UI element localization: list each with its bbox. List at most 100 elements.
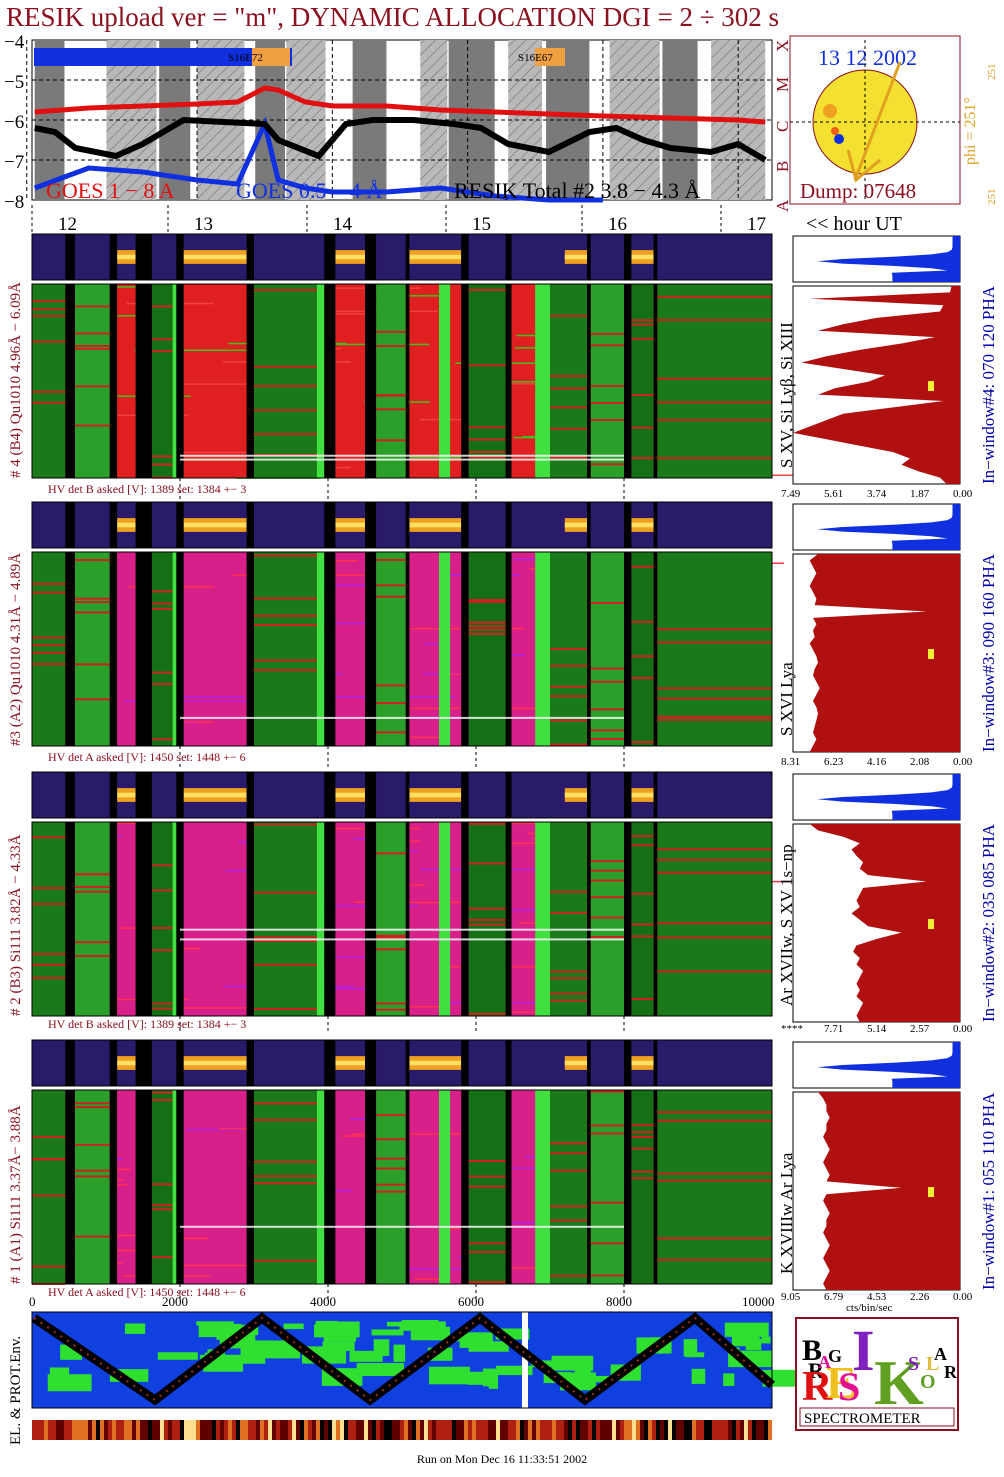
data-gap-column: [505, 772, 512, 818]
y-tick-label: −6: [4, 112, 24, 133]
data-gap-column: [587, 822, 591, 1016]
data-gap-column: [365, 1090, 377, 1284]
strip-frame: [31, 233, 773, 281]
spectrogram-streak: [468, 1185, 506, 1188]
spectrogram-streak: [468, 1281, 506, 1284]
data-gap-column: [624, 284, 632, 478]
logo-letter: E: [826, 1357, 857, 1408]
spectrogram-streak: [32, 591, 66, 594]
data-gap-column: [405, 234, 410, 280]
detector-panel: [31, 1039, 961, 1302]
rate-strip-cell: [360, 1420, 364, 1440]
rate-strip-cell: [372, 1420, 376, 1440]
spectrum-tick-label: 4.53: [867, 1291, 887, 1303]
detector-label: # 1 (A1) Si111 3.37Å− 3.88Å: [8, 1105, 24, 1284]
data-gap-column: [65, 772, 75, 818]
rate-strip-cell: [292, 1420, 296, 1440]
rate-strip-cell: [304, 1420, 308, 1440]
spectrum-tick-label: 6.23: [824, 756, 844, 768]
spectrogram-streak: [550, 1169, 587, 1172]
spectrogram-streak: [32, 308, 66, 311]
data-gap-column: [624, 552, 632, 746]
spectrogram-green-column: [657, 822, 772, 1016]
rate-strip-cell: [548, 1420, 552, 1440]
data-gap-column: [135, 552, 152, 746]
particle-flux-region: [349, 1350, 383, 1362]
spectrogram-texture: [379, 456, 475, 459]
spectrogram-streak: [151, 338, 177, 341]
spectrogram-streak: [550, 685, 587, 688]
data-gap-column: [653, 284, 658, 478]
x-axis-unit-label: << hour UT: [806, 213, 902, 235]
spectrogram-texture: [403, 1006, 443, 1008]
data-gap-column: [624, 822, 632, 1016]
detector-label: # 4 (B4) Qu1010 4.96Å − 6.09Å: [8, 282, 24, 478]
in-window-label: In−window#4: 070 120 PHA: [979, 285, 998, 484]
spectrogram-streak: [74, 885, 110, 888]
spectrogram-streak: [631, 741, 654, 744]
spectrogram-streak: [376, 345, 406, 348]
spectrogram-streak: [657, 641, 772, 644]
rate-strip-cell: [632, 1420, 636, 1440]
spectrogram-streak: [590, 879, 624, 882]
hv-status: HV det B asked [V]: 1389 set: 1384 +− 3: [48, 1017, 246, 1031]
data-gap-column: [324, 822, 336, 1016]
rate-strip-cell: [468, 1420, 472, 1440]
hv-status: HV det A asked [V]: 1450 set: 1448 +− 6: [48, 750, 246, 764]
goes-class-letter: C: [773, 121, 792, 132]
spectrogram-green-column: [254, 1090, 325, 1284]
spectrogram-streak: [657, 1119, 772, 1122]
rate-strip-cell: [388, 1420, 392, 1440]
rate-strip-cell: [440, 1420, 444, 1440]
legend-goes-short: GOES 0.5 − 4 Å: [236, 178, 382, 203]
spectrogram-streak: [254, 433, 325, 436]
strip-bright-band: [180, 792, 247, 798]
spectrogram-streak: [468, 632, 506, 635]
spectrogram-green-column: [32, 1090, 66, 1284]
rate-strip-cell: [116, 1420, 120, 1440]
spectrogram-streak: [590, 1201, 624, 1204]
data-gap-column: [176, 1040, 184, 1086]
goes-class-letter: A: [773, 199, 792, 212]
spectrogram-streak: [468, 923, 506, 926]
rate-strip-cell: [712, 1420, 716, 1440]
rate-strip-cell: [380, 1420, 384, 1440]
particle-flux-region: [124, 1323, 146, 1334]
rate-strip-cell: [672, 1420, 676, 1440]
spectrogram-streak: [32, 663, 66, 666]
logo-letter: K: [874, 1347, 924, 1418]
spectrogram-streak: [74, 601, 110, 604]
window-marker: [928, 381, 934, 392]
rate-strip-cell: [172, 1420, 176, 1440]
spectrogram-streak: [550, 970, 587, 973]
data-gap-column: [65, 502, 75, 548]
rate-strip-cell: [692, 1420, 696, 1440]
legend-goes-long: GOES 1 − 8 A: [46, 178, 175, 203]
phi-angle-label: phi = 251°: [962, 97, 979, 165]
data-gap-column: [405, 502, 410, 548]
particle-flux-region: [467, 1371, 496, 1385]
spectrogram-streak: [590, 737, 624, 740]
particle-flux-region: [322, 1341, 355, 1351]
spectrogram-green-column: [631, 822, 654, 1016]
goes-class-letter: M: [773, 77, 792, 92]
rate-strip-cell: [648, 1420, 652, 1440]
pha-histogram: [817, 774, 960, 820]
data-gap-column: [109, 552, 118, 746]
data-gap-column: [135, 502, 152, 548]
spectrogram-texture: [138, 696, 245, 698]
spectrogram-streak: [631, 1147, 654, 1150]
spectrogram-green-column: [151, 1090, 177, 1284]
rate-strip-cell: [536, 1420, 540, 1440]
rate-strip-cell: [52, 1420, 56, 1440]
rate-strip-cell: [132, 1420, 136, 1440]
data-gap-column: [587, 284, 591, 478]
data-gap-column: [587, 1090, 591, 1284]
strip-bright-band: [180, 1060, 247, 1066]
data-gap-column: [65, 552, 75, 746]
rate-strip-cell: [752, 1420, 756, 1440]
rate-strip-cell: [596, 1420, 600, 1440]
rate-strip-cell: [384, 1420, 388, 1440]
spectrogram-streak: [590, 1124, 624, 1127]
particle-flux-region: [531, 1360, 576, 1368]
